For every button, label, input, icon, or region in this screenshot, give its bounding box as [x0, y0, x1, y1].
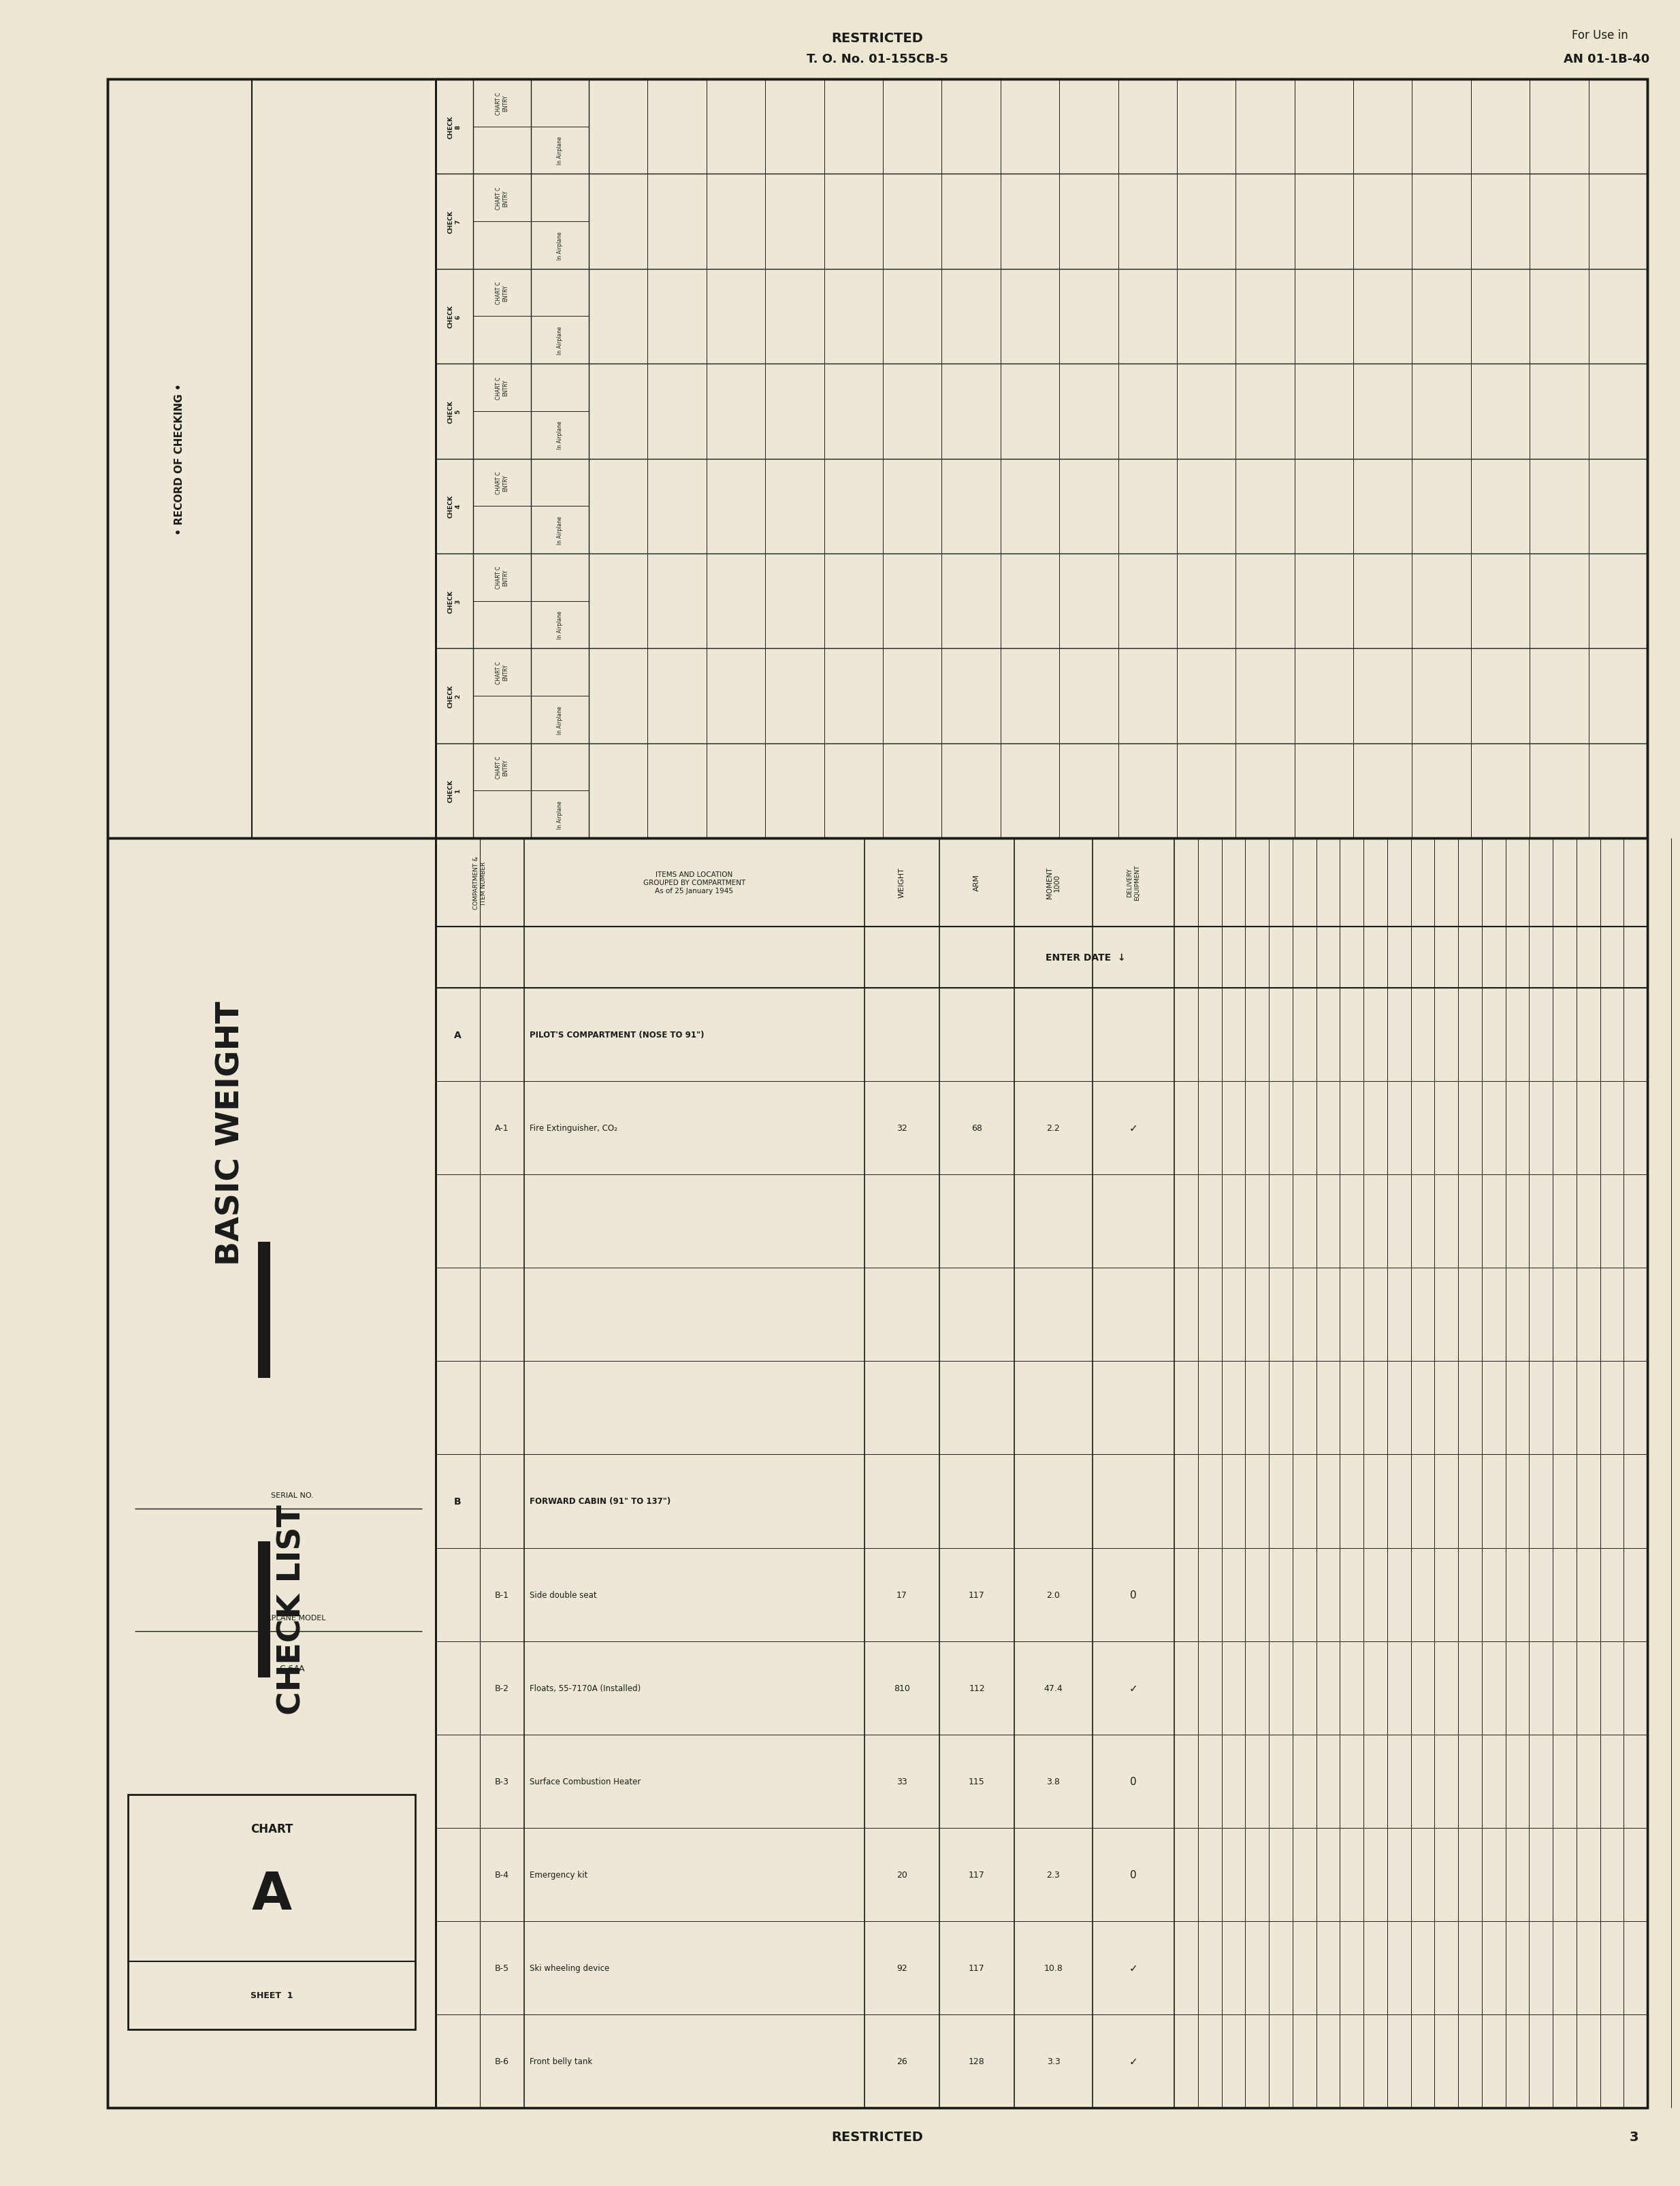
Text: A-1: A-1 — [496, 1124, 509, 1132]
Text: 0: 0 — [1131, 1869, 1137, 1880]
Text: In Airplane: In Airplane — [556, 422, 563, 450]
Text: 3.3: 3.3 — [1047, 2057, 1060, 2066]
Text: CHART C
ENTRY: CHART C ENTRY — [496, 660, 509, 684]
Text: CHECK
6: CHECK 6 — [449, 306, 460, 328]
Text: SERIAL NO.: SERIAL NO. — [270, 1491, 314, 1500]
Text: AIRPLANE MODEL: AIRPLANE MODEL — [259, 1613, 326, 1622]
Text: B-3: B-3 — [496, 1777, 509, 1786]
Text: CHART C
ENTRY: CHART C ENTRY — [496, 92, 509, 114]
Text: Ski wheeling device: Ski wheeling device — [529, 1963, 610, 1972]
Text: ✓: ✓ — [1129, 1124, 1137, 1132]
Text: WEIGHT: WEIGHT — [899, 868, 906, 898]
Text: BASIC WEIGHT: BASIC WEIGHT — [215, 1001, 245, 1266]
Text: CHART C
ENTRY: CHART C ENTRY — [496, 186, 509, 210]
Text: In Airplane: In Airplane — [556, 800, 563, 828]
Text: CHECK
2: CHECK 2 — [449, 684, 460, 708]
Text: 2.3: 2.3 — [1047, 1869, 1060, 1880]
Text: FORWARD CABIN (91" TO 137"): FORWARD CABIN (91" TO 137") — [529, 1497, 670, 1506]
Text: 117: 117 — [969, 1963, 984, 1972]
Text: C-64A: C-64A — [279, 1664, 304, 1672]
Text: 26: 26 — [897, 2057, 907, 2066]
Text: 68: 68 — [971, 1124, 983, 1132]
Text: 117: 117 — [969, 1589, 984, 1598]
Text: RESTRICTED: RESTRICTED — [832, 2131, 924, 2144]
Text: CHECK
1: CHECK 1 — [449, 780, 460, 802]
Text: A: A — [252, 1869, 292, 1919]
Text: 115: 115 — [969, 1777, 984, 1786]
Text: CHECK
7: CHECK 7 — [449, 210, 460, 234]
Text: Emergency kit: Emergency kit — [529, 1869, 588, 1880]
Text: 92: 92 — [897, 1963, 907, 1972]
Text: ✓: ✓ — [1129, 1683, 1137, 1692]
Text: 3.8: 3.8 — [1047, 1777, 1060, 1786]
Text: CHART C
ENTRY: CHART C ENTRY — [496, 756, 509, 778]
Text: B-5: B-5 — [496, 1963, 509, 1972]
Text: B-1: B-1 — [496, 1589, 509, 1598]
Text: CHART C
ENTRY: CHART C ENTRY — [496, 472, 509, 494]
Text: SHEET  1: SHEET 1 — [250, 1991, 292, 2000]
Text: CHECK LIST: CHECK LIST — [277, 1504, 307, 1714]
Text: A: A — [454, 1030, 462, 1041]
Text: B-6: B-6 — [496, 2057, 509, 2066]
Text: COMPARTMENT &
ITEM NUMBER: COMPARTMENT & ITEM NUMBER — [474, 857, 487, 909]
Text: In Airplane: In Airplane — [556, 706, 563, 734]
Text: CHECK
5: CHECK 5 — [449, 400, 460, 424]
Text: ✓: ✓ — [1129, 2057, 1137, 2066]
Text: 3: 3 — [1630, 2131, 1638, 2144]
Text: B-2: B-2 — [496, 1683, 509, 1692]
Text: In Airplane: In Airplane — [556, 232, 563, 260]
Text: PILOT'S COMPARTMENT (NOSE TO 91"): PILOT'S COMPARTMENT (NOSE TO 91") — [529, 1030, 704, 1038]
Text: ARM: ARM — [973, 874, 979, 892]
Text: ITEMS AND LOCATION
GROUPED BY COMPARTMENT
As of 25 January 1945: ITEMS AND LOCATION GROUPED BY COMPARTMEN… — [643, 872, 746, 894]
Text: CHART C
ENTRY: CHART C ENTRY — [496, 566, 509, 588]
Text: 33: 33 — [897, 1777, 907, 1786]
Text: CHECK
3: CHECK 3 — [449, 590, 460, 612]
Bar — [259, 1242, 270, 1377]
Bar — [128, 1795, 415, 2029]
Text: RESTRICTED: RESTRICTED — [832, 33, 924, 46]
Text: 10.8: 10.8 — [1043, 1963, 1063, 1972]
Text: B: B — [454, 1497, 462, 1506]
Text: For Use in: For Use in — [1571, 28, 1628, 42]
Text: DELIVERY
EQUIPMENT: DELIVERY EQUIPMENT — [1127, 866, 1141, 901]
Bar — [259, 1541, 270, 1677]
Bar — [435, 839, 1648, 2107]
Text: 17: 17 — [897, 1589, 907, 1598]
Text: 810: 810 — [894, 1683, 911, 1692]
Text: 2.0: 2.0 — [1047, 1589, 1060, 1598]
Text: CHART C
ENTRY: CHART C ENTRY — [496, 376, 509, 400]
Text: 47.4: 47.4 — [1043, 1683, 1063, 1692]
Text: In Airplane: In Airplane — [556, 516, 563, 544]
Text: MOMENT
1000: MOMENT 1000 — [1047, 868, 1060, 898]
Text: B-4: B-4 — [496, 1869, 509, 1880]
Text: Side double seat: Side double seat — [529, 1589, 596, 1598]
Text: 128: 128 — [969, 2057, 984, 2066]
Text: T. O. No. 01-155CB-5: T. O. No. 01-155CB-5 — [806, 52, 948, 66]
Text: In Airplane: In Airplane — [556, 326, 563, 354]
Text: 2.2: 2.2 — [1047, 1124, 1060, 1132]
Text: 20: 20 — [897, 1869, 907, 1880]
Text: 117: 117 — [969, 1869, 984, 1880]
Text: CHART C
ENTRY: CHART C ENTRY — [496, 282, 509, 304]
Text: 0: 0 — [1131, 1775, 1137, 1786]
Text: • RECORD OF CHECKING •: • RECORD OF CHECKING • — [175, 383, 185, 536]
Text: ✓: ✓ — [1129, 1963, 1137, 1974]
Text: Front belly tank: Front belly tank — [529, 2057, 593, 2066]
Text: AN 01-1B-40: AN 01-1B-40 — [1564, 52, 1650, 66]
Text: ENTER DATE  ↓: ENTER DATE ↓ — [1045, 953, 1126, 962]
Text: Fire Extinguisher, CO₂: Fire Extinguisher, CO₂ — [529, 1124, 617, 1132]
Text: Floats, 55-7170A (Installed): Floats, 55-7170A (Installed) — [529, 1683, 640, 1692]
Text: 32: 32 — [897, 1124, 907, 1132]
Text: CHART: CHART — [250, 1823, 292, 1834]
Text: CHECK
8: CHECK 8 — [449, 116, 460, 138]
Text: In Airplane: In Airplane — [556, 136, 563, 164]
Text: Surface Combustion Heater: Surface Combustion Heater — [529, 1777, 640, 1786]
Text: 112: 112 — [969, 1683, 984, 1692]
Text: In Airplane: In Airplane — [556, 610, 563, 638]
Text: 0: 0 — [1131, 1589, 1137, 1600]
Text: CHECK
4: CHECK 4 — [449, 494, 460, 518]
